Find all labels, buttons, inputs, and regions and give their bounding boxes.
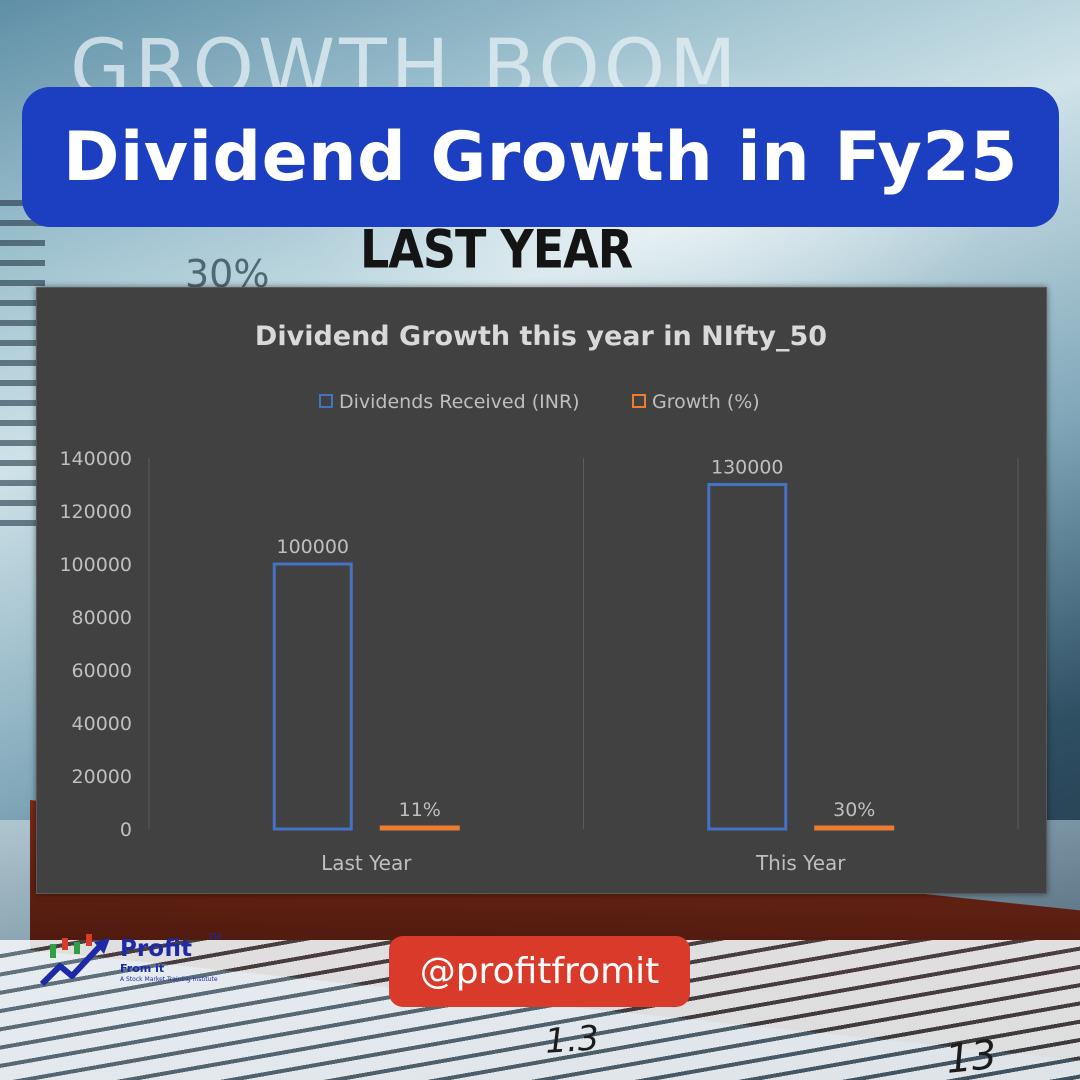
- title-banner: Dividend Growth in Fy25: [22, 87, 1059, 227]
- data-label: 11%: [399, 799, 441, 821]
- logo-trademark: TM: [208, 933, 222, 943]
- y-tick-label: 80000: [72, 607, 132, 629]
- legend-marker-1: [632, 394, 646, 408]
- y-tick-label: 100000: [59, 554, 132, 576]
- x-tick-label: This Year: [755, 851, 846, 875]
- y-tick-label: 40000: [72, 713, 132, 735]
- logo-name: Profit: [120, 936, 193, 962]
- legend-label-0: Dividends Received (INR): [339, 391, 580, 413]
- background-subline: LAST YEAR: [360, 217, 633, 281]
- data-label: 130000: [711, 457, 784, 479]
- y-tick-label: 140000: [59, 448, 132, 470]
- y-tick-label: 60000: [72, 660, 132, 682]
- legend-label-1: Growth (%): [652, 391, 760, 413]
- legend-marker-0: [319, 394, 333, 408]
- bar-1: [379, 825, 460, 831]
- chart-title: Dividend Growth this year in NIfty_50: [255, 321, 827, 352]
- bar-0: [272, 562, 353, 831]
- data-label: 30%: [833, 799, 875, 821]
- bar-0: [707, 483, 788, 831]
- data-label: 100000: [276, 536, 349, 558]
- chart-panel: Dividend Growth this year in NIfty_50 Div…: [36, 287, 1047, 894]
- brand-logo: Profit TM From it A Stock Market Trainin…: [38, 932, 221, 992]
- logo-sub: From it: [120, 962, 165, 975]
- page-title: Dividend Growth in Fy25: [63, 117, 1018, 197]
- bar-1: [814, 825, 895, 831]
- social-handle: @profitfromit: [419, 951, 660, 992]
- chart-arrow-icon: [39, 934, 110, 987]
- y-tick-label: 0: [120, 819, 132, 841]
- x-tick-label: Last Year: [321, 851, 412, 875]
- background-number-mid: 1.3: [543, 1018, 601, 1062]
- y-tick-label: 20000: [72, 766, 132, 788]
- logo-tagline: A Stock Market Training Institute: [120, 976, 218, 983]
- social-handle-badge: @profitfromit: [389, 936, 690, 1007]
- y-tick-label: 120000: [59, 501, 132, 523]
- bar-chart: Dividend Growth this year in NIfty_50 Div…: [59, 321, 1019, 875]
